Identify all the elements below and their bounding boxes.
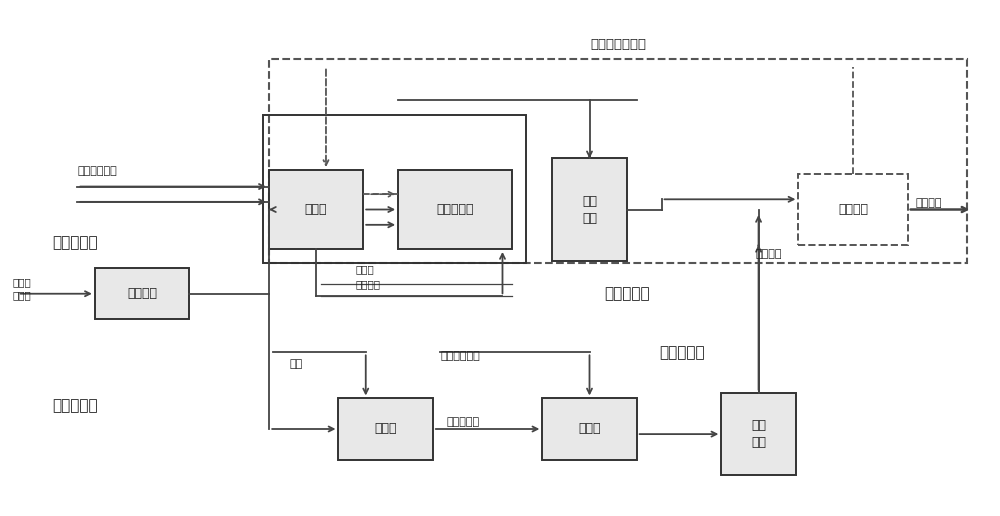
Text: 热量
回收: 热量 回收 [751,419,766,449]
Text: 换热器: 换热器 [305,203,327,216]
Text: 热量
回收: 热量 回收 [582,195,597,224]
Bar [552,158,627,261]
Bar [269,170,363,249]
Text: 第三转化气: 第三转化气 [604,286,650,301]
Bar [263,115,526,263]
Text: 一段炉: 一段炉 [374,423,397,436]
Text: 蒸汽: 蒸汽 [289,359,302,369]
Text: 二氧化碳循环气: 二氧化碳循环气 [590,38,646,51]
Text: 二段炉: 二段炉 [578,423,601,436]
Text: 第二转化气: 第二转化气 [659,345,705,360]
Bar [338,398,433,460]
Text: 氧气来自空分: 氧气来自空分 [77,166,117,176]
Text: 转化气: 转化气 [356,264,375,274]
Text: 耦合成气: 耦合成气 [755,249,782,259]
Bar [798,174,908,245]
Text: 脱硫装置: 脱硫装置 [127,287,157,300]
Text: 富甲烷
原料气: 富甲烷 原料气 [13,277,31,300]
Text: 净合成气: 净合成气 [916,198,942,208]
Text: 第一转化气: 第一转化气 [447,417,480,427]
Text: 氧气来自空分: 氧气来自空分 [440,351,480,361]
Bar [542,398,637,460]
Bar [269,59,967,263]
Text: 第二原料气: 第二原料气 [53,235,98,250]
Bar [95,268,189,319]
Bar [721,393,796,475]
Text: 重整反应器: 重整反应器 [436,203,474,216]
Text: 脱碳装置: 脱碳装置 [838,203,868,216]
Text: 二氧化碳: 二氧化碳 [356,280,381,289]
Text: 第一原料气: 第一原料气 [53,398,98,413]
Bar [398,170,512,249]
